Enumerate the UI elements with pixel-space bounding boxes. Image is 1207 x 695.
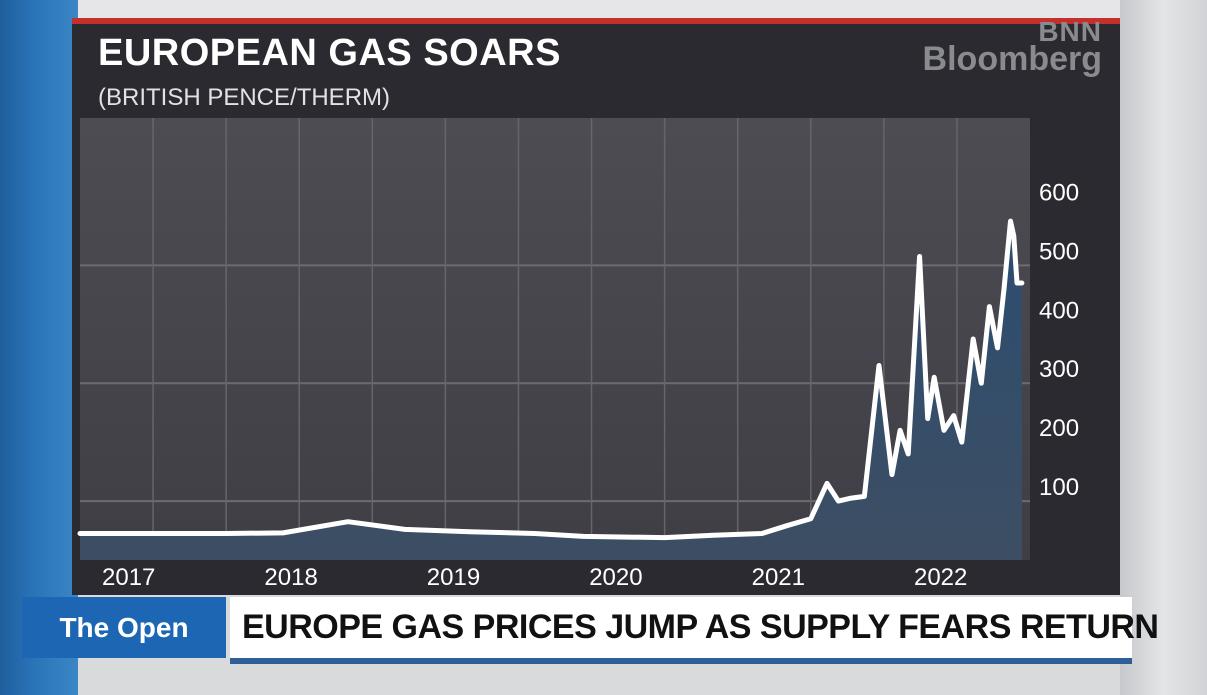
headline: EUROPE GAS PRICES JUMP AS SUPPLY FEARS R… [230,597,1159,658]
logo-line-2: Bloomberg [922,40,1102,78]
y-tick-label: 300 [1039,356,1079,383]
y-tick-label: 400 [1039,297,1079,324]
accent-rule [72,18,1120,24]
x-tick-label: 2020 [589,564,642,591]
y-tick-label: 600 [1039,179,1079,206]
lower-third-strap: The Open EUROPE GAS PRICES JUMP AS SUPPL… [22,597,1159,664]
line-layer [77,218,1025,541]
studio-background-left [0,0,78,695]
chart-title: EUROPEAN GAS SOARS [98,32,561,74]
x-tick-label: 2021 [752,564,805,591]
x-axis-ticks: 2017 2018 2019 2020 2021 2022 [102,564,967,591]
show-name: The Open [22,597,226,658]
logo-line-1: BNN [1038,16,1102,47]
y-tick-label: 200 [1039,415,1079,442]
y-tick-label: 500 [1039,238,1079,265]
x-tick-label: 2018 [264,564,317,591]
y-axis-ticks: 100 200 300 400 500 600 [1039,179,1079,501]
series-line [77,218,1025,541]
x-tick-label: 2017 [102,564,155,591]
studio-background-right [1120,0,1207,695]
strap-underline [230,658,1132,664]
x-tick-label: 2022 [914,564,967,591]
series-area [80,221,1022,560]
bnn-bloomberg-logo: BNN Bloomberg [922,16,1102,78]
x-tick-label: 2019 [427,564,480,591]
studio-background-top [78,0,1120,18]
chart-graphic-panel: EUROPEAN GAS SOARS (BRITISH PENCE/THERM)… [72,18,1120,595]
area-layer [80,221,1022,560]
y-tick-label: 100 [1039,474,1079,501]
chart-subtitle: (BRITISH PENCE/THERM) [98,84,391,111]
